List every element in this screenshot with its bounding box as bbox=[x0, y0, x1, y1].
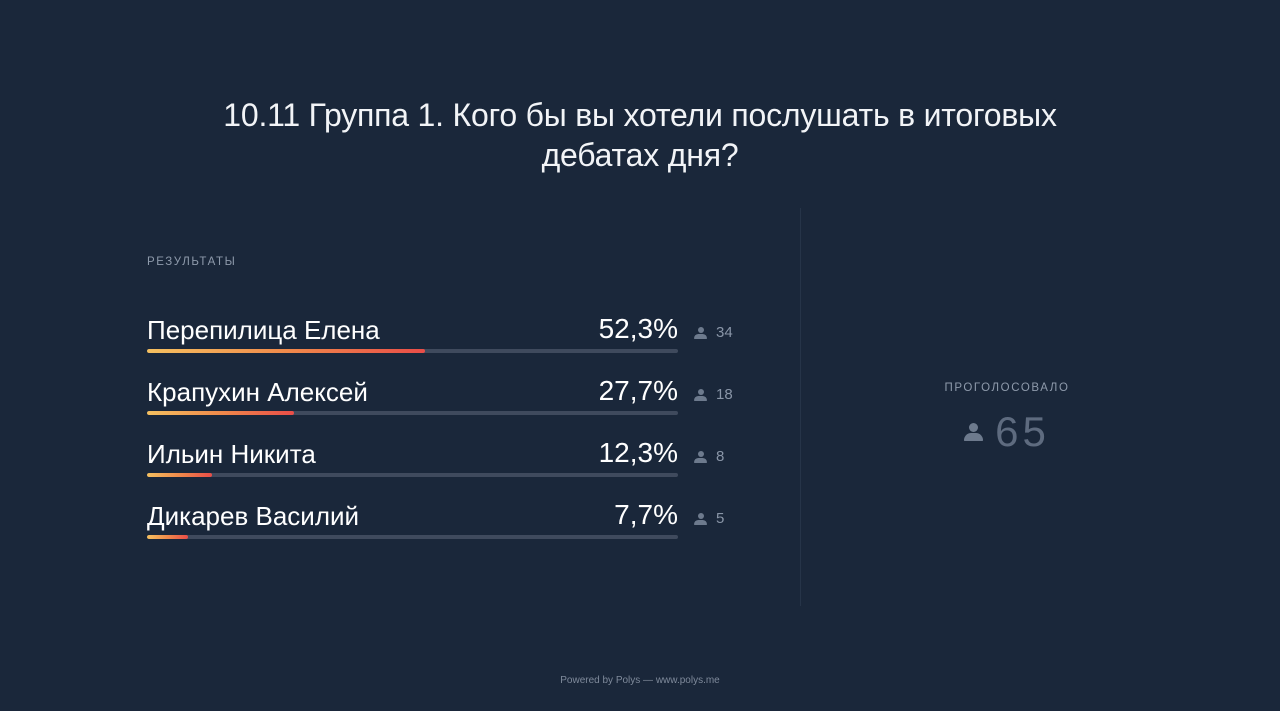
person-icon bbox=[694, 327, 707, 339]
option-votes: 8 bbox=[694, 448, 724, 466]
option-votes: 5 bbox=[694, 510, 724, 528]
option-bar-fill bbox=[147, 349, 425, 353]
person-icon bbox=[694, 513, 707, 525]
option-name: Крапухин Алексей bbox=[147, 377, 368, 407]
powered-by-footer: Powered by Polys — www.polys.me bbox=[560, 675, 720, 686]
option-vote-count: 5 bbox=[716, 510, 725, 527]
option-percent: 12,3% bbox=[598, 437, 678, 468]
option-bar-track bbox=[147, 535, 678, 539]
option-bar-fill bbox=[147, 535, 188, 539]
option-votes: 18 bbox=[694, 386, 733, 404]
person-icon bbox=[694, 451, 707, 463]
results-label: РЕЗУЛЬТАТЫ bbox=[147, 256, 237, 268]
total-voted: 65 bbox=[907, 408, 1107, 456]
option-vote-count: 18 bbox=[716, 386, 733, 403]
option-bar-fill bbox=[147, 473, 213, 477]
options-list: Перепилица Елена 52,3% 34 Крапухин Алекс… bbox=[147, 310, 747, 558]
option-name: Ильин Никита bbox=[147, 439, 316, 469]
person-icon bbox=[694, 389, 707, 401]
option-row: Крапухин Алексей 27,7% 18 bbox=[147, 372, 747, 434]
option-percent: 52,3% bbox=[598, 313, 678, 344]
option-votes: 34 bbox=[694, 324, 733, 342]
option-row: Дикарев Василий 7,7% 5 bbox=[147, 496, 747, 558]
total-voted-label: ПРОГОЛОСОВАЛО bbox=[944, 382, 1070, 394]
option-vote-count: 34 bbox=[716, 324, 733, 341]
option-bar-track bbox=[147, 349, 678, 353]
total-voted-value: 65 bbox=[995, 408, 1050, 455]
option-percent: 7,7% bbox=[614, 499, 678, 530]
person-icon bbox=[964, 423, 984, 441]
option-row: Ильин Никита 12,3% 8 bbox=[147, 434, 747, 496]
option-row: Перепилица Елена 52,3% 34 bbox=[147, 310, 747, 372]
option-name: Перепилица Елена bbox=[147, 315, 380, 345]
option-name: Дикарев Василий bbox=[147, 501, 360, 531]
poll-title: 10.11 Группа 1. Кого бы вы хотели послуш… bbox=[223, 97, 1057, 173]
panel-divider bbox=[800, 208, 801, 606]
option-bar-track bbox=[147, 473, 678, 477]
option-vote-count: 8 bbox=[716, 448, 725, 465]
option-percent: 27,7% bbox=[598, 375, 678, 406]
option-bar-fill bbox=[147, 411, 295, 415]
option-bar-track bbox=[147, 411, 678, 415]
